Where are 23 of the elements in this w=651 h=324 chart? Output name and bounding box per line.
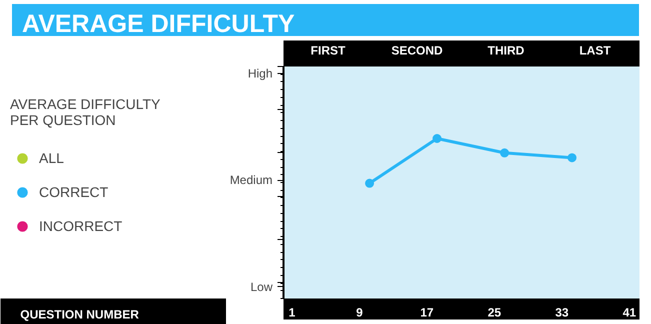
x-tick-label: 17: [420, 306, 434, 320]
text: Low: [250, 280, 273, 294]
point: [432, 134, 442, 143]
x-tick-label: 41: [622, 306, 636, 320]
text: High: [248, 66, 273, 80]
legend-label: CORRECT: [39, 184, 108, 200]
chart-title: AVERAGE DIFFICULTY: [22, 9, 295, 40]
text: FIRST: [310, 44, 346, 58]
text: THIRD: [488, 44, 525, 58]
point: [365, 178, 374, 188]
text: SECOND: [391, 44, 444, 58]
x-tick-label: 1: [288, 306, 296, 320]
text: QUESTION NUMBER: [20, 308, 140, 322]
point: [568, 153, 577, 162]
legend-label: INCORRECT: [39, 218, 122, 234]
point: [500, 148, 510, 158]
x-tick-label: 33: [555, 306, 569, 320]
legend-title: AVERAGE DIFFICULTY PER QUESTION: [10, 96, 160, 128]
text: Medium: [230, 173, 273, 188]
text: LAST: [579, 44, 612, 58]
x-tick-label: 9: [356, 306, 364, 320]
x-tick-label: 25: [488, 306, 502, 320]
legend-label: ALL: [39, 150, 64, 166]
